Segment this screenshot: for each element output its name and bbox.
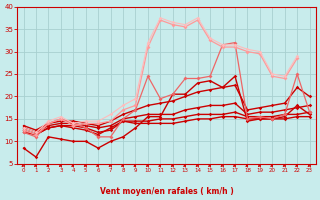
X-axis label: Vent moyen/en rafales ( km/h ): Vent moyen/en rafales ( km/h ) xyxy=(100,187,234,196)
